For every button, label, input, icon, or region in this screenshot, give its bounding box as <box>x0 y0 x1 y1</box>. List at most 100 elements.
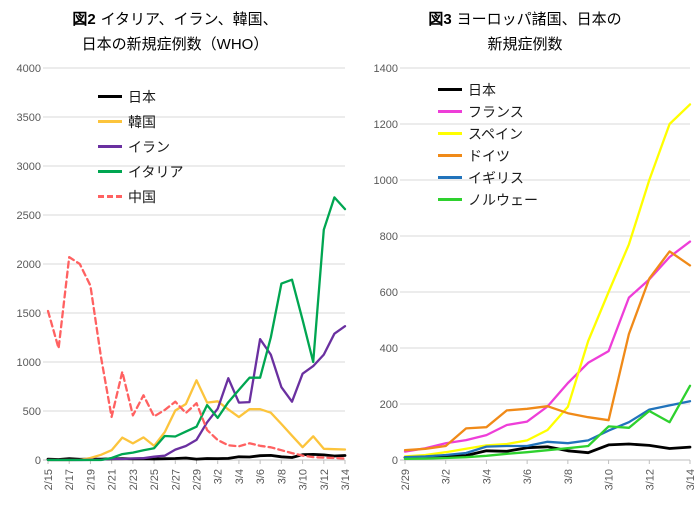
legend-label: イラン <box>128 138 170 155</box>
legend-label: 日本 <box>128 88 156 105</box>
series-line-中国 <box>46 255 347 460</box>
x-axis-tick-label: 3/10 <box>298 469 310 490</box>
y-axis-tick-label: 1500 <box>17 308 41 320</box>
legend-swatch-韓国 <box>98 120 122 123</box>
y-axis-tick-label: 200 <box>380 399 398 411</box>
y-axis-tick-label: 1200 <box>374 119 398 131</box>
x-axis-tick-label: 3/8 <box>276 469 288 484</box>
figure2-plot-area: 0 500 1000 1500 2000 2500 3000 3500 4000 2/15 2/17… <box>17 63 350 490</box>
figure3-title-line1: 図3 ヨーロッパ諸国、日本の <box>350 7 700 32</box>
figure3-title-text: ヨーロッパ諸国、日本の <box>456 11 622 28</box>
series-line-イラン <box>46 325 347 462</box>
y-axis-tick-label: 4000 <box>17 63 41 75</box>
legend-item: 中国 <box>98 188 183 205</box>
legend-swatch-ドイツ <box>438 154 462 157</box>
legend-label: スペイン <box>468 125 524 142</box>
legend-item: ドイツ <box>438 147 538 164</box>
y-axis-tick-label: 600 <box>380 287 398 299</box>
x-axis-tick-label: 3/2 <box>441 469 453 484</box>
figure3-number: 図3 <box>428 11 452 28</box>
x-axis-tick-label: 2/25 <box>149 469 161 490</box>
x-axis-tick-label: 2/21 <box>107 469 119 490</box>
figure3-title: 図3 ヨーロッパ諸国、日本の 新規症例数 <box>350 7 700 57</box>
legend-swatch-イタリア <box>98 170 122 173</box>
x-axis-tick-label: 2/15 <box>43 469 55 490</box>
y-axis-tick-label: 3000 <box>17 161 41 173</box>
series-line-韓国 <box>46 379 347 462</box>
legend-item: 韓国 <box>98 113 183 130</box>
x-axis-tick-label: 3/4 <box>481 469 493 484</box>
series-line-イタリア <box>46 196 347 462</box>
x-axis-tick-label: 3/6 <box>255 469 267 484</box>
legend-swatch-日本 <box>438 88 462 91</box>
series-line-ドイツ <box>403 250 692 452</box>
figure2-chart: 0 500 1000 1500 2000 2500 3000 3500 4000 2/15 2/17… <box>0 7 350 490</box>
legend-swatch-ノルウェー <box>438 198 462 201</box>
figure2-number: 図2 <box>72 11 96 28</box>
legend-item: ノルウェー <box>438 191 538 208</box>
figure3-legend: 日本フランススペインドイツイギリスノルウェー <box>438 81 538 208</box>
y-axis-tick-label: 2500 <box>17 210 41 222</box>
series-line-フランス <box>403 240 692 453</box>
y-axis-tick-label: 1000 <box>374 175 398 187</box>
series-line-ノルウェー <box>403 384 692 461</box>
y-axis-tick-label: 3500 <box>17 112 41 124</box>
y-axis-tick-label: 500 <box>23 406 41 418</box>
legend-label: 日本 <box>468 81 496 98</box>
y-axis-tick-label: 400 <box>380 343 398 355</box>
x-axis-tick-label: 3/2 <box>213 469 225 484</box>
x-axis-tick-label: 2/29 <box>192 469 204 490</box>
x-axis-tick-label: 3/14 <box>685 469 697 490</box>
legend-label: 中国 <box>128 188 156 205</box>
legend-item: イタリア <box>98 163 183 180</box>
legend-swatch-日本 <box>98 95 122 98</box>
y-axis-tick-label: 1000 <box>17 357 41 369</box>
x-axis-tick-label: 2/17 <box>64 469 76 490</box>
figure2-title-line2: 日本の新規症例数（WHO） <box>81 36 269 53</box>
legend-swatch-フランス <box>438 110 462 113</box>
legend-item: フランス <box>438 103 538 120</box>
figure2-title-text: イタリア、イラン、韓国、 <box>100 11 278 28</box>
figure2-legend: 日本韓国イランイタリア中国 <box>98 88 183 205</box>
y-axis-tick-label: 800 <box>380 231 398 243</box>
x-axis-tick-label: 3/10 <box>604 469 616 490</box>
series-line-イギリス <box>403 400 692 459</box>
y-axis-tick-label: 0 <box>392 455 398 467</box>
x-axis-tick-label: 3/4 <box>234 469 246 484</box>
figure2-title: 図2 イタリア、イラン、韓国、 日本の新規症例数（WHO） <box>0 7 350 57</box>
series-line-スペイン <box>403 103 692 458</box>
x-axis-tick-label: 2/19 <box>85 469 97 490</box>
legend-swatch-スペイン <box>438 132 462 135</box>
figure3-title-line2: 新規症例数 <box>487 36 563 53</box>
legend-item: イラン <box>98 138 183 155</box>
x-axis-tick-label: 3/12 <box>319 469 331 490</box>
y-axis-tick-label: 0 <box>35 455 41 467</box>
x-axis-tick-label: 3/12 <box>644 469 656 490</box>
legend-swatch-中国 <box>98 195 122 198</box>
legend-swatch-イギリス <box>438 176 462 179</box>
figure3-plot-area: 0 200 400 600 800 1000 1200 1400 2/29 3/2 3/4 3/6 3/… <box>374 63 697 490</box>
x-axis-tick-label: 2/29 <box>400 469 412 490</box>
y-axis-tick-label: 1400 <box>374 63 398 75</box>
figure2-title-line1: 図2 イタリア、イラン、韓国、 <box>0 7 350 32</box>
figure3-chart: 0 200 400 600 800 1000 1200 1400 2/29 3/2 3/4 3/6 3/… <box>350 0 700 512</box>
legend-item: 日本 <box>98 88 183 105</box>
legend-item: 日本 <box>438 81 538 98</box>
legend-label: イタリア <box>128 163 184 180</box>
legend-item: スペイン <box>438 125 538 142</box>
x-axis-tick-label: 2/23 <box>128 469 140 490</box>
legend-label: イギリス <box>468 169 524 186</box>
x-axis-tick-label: 3/8 <box>563 469 575 484</box>
legend-label: ドイツ <box>468 147 510 164</box>
legend-label: 韓国 <box>128 113 156 130</box>
x-axis-tick-label: 3/6 <box>522 469 534 484</box>
y-axis-tick-label: 2000 <box>17 259 41 271</box>
legend-label: フランス <box>468 103 524 120</box>
legend-item: イギリス <box>438 169 538 186</box>
x-axis-tick-label: 3/14 <box>340 469 350 490</box>
x-axis-tick-label: 2/27 <box>170 469 182 490</box>
legend-swatch-イラン <box>98 145 122 148</box>
legend-label: ノルウェー <box>468 191 538 208</box>
series-line-日本 <box>403 442 692 459</box>
